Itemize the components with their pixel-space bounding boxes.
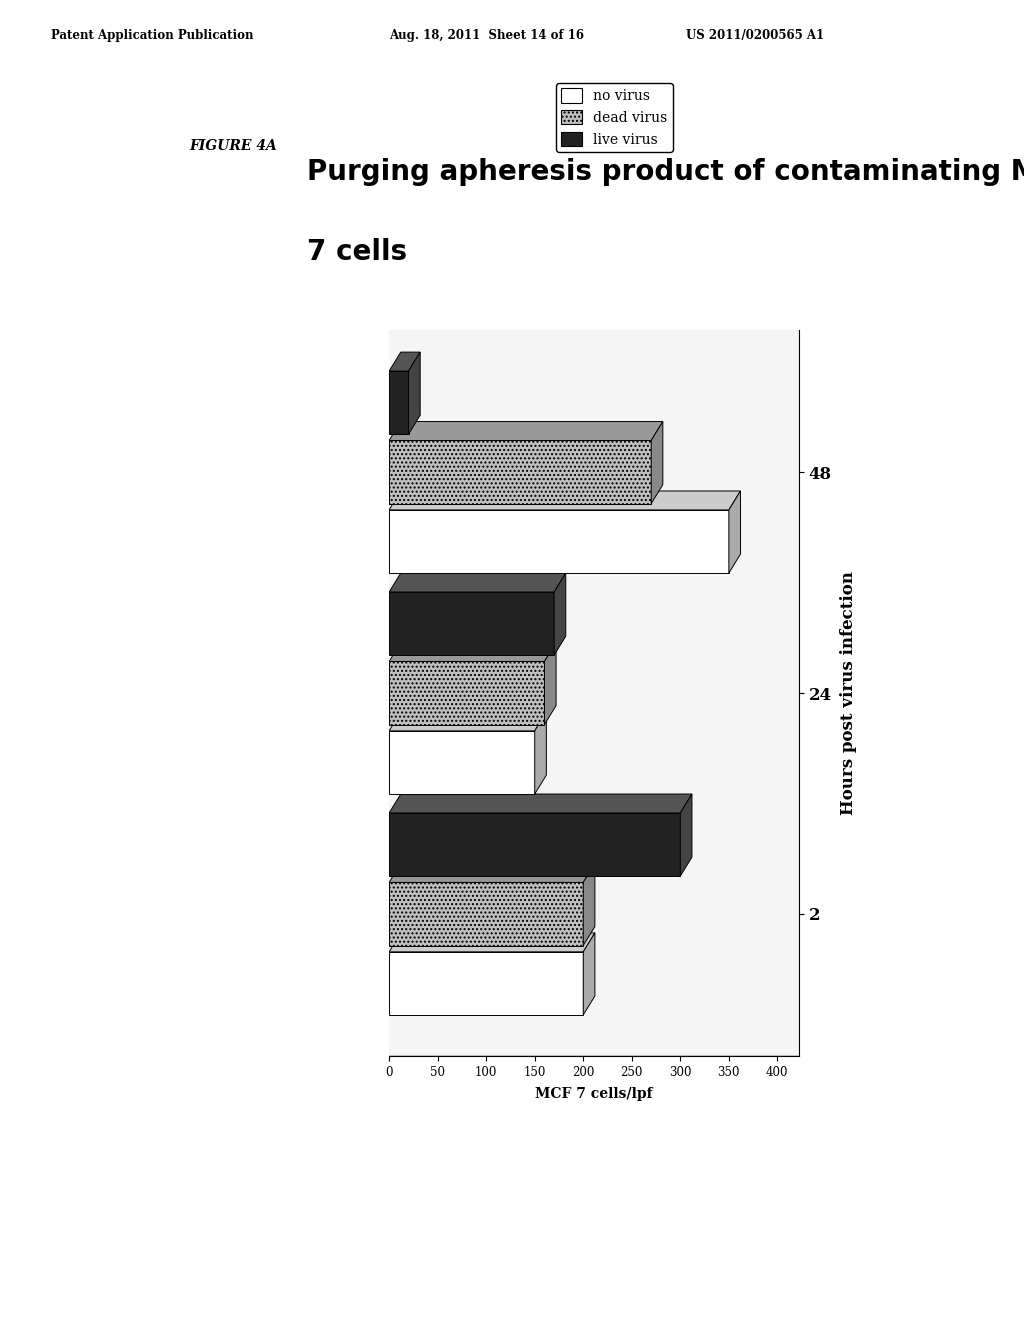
- Bar: [389, 731, 535, 795]
- Polygon shape: [389, 573, 566, 591]
- Text: 7 cells: 7 cells: [307, 238, 408, 265]
- Polygon shape: [389, 795, 692, 813]
- Polygon shape: [729, 491, 740, 573]
- Polygon shape: [389, 863, 595, 882]
- Polygon shape: [389, 711, 547, 731]
- Text: FIGURE 4A: FIGURE 4A: [189, 139, 278, 153]
- X-axis label: MCF 7 cells/lpf: MCF 7 cells/lpf: [536, 1088, 652, 1101]
- Polygon shape: [584, 933, 595, 1015]
- Polygon shape: [389, 933, 595, 952]
- Polygon shape: [680, 795, 692, 876]
- Bar: [389, 510, 729, 573]
- Bar: [389, 441, 651, 504]
- Text: US 2011/0200565 A1: US 2011/0200565 A1: [686, 29, 824, 42]
- Bar: [389, 952, 584, 1015]
- Bar: [389, 813, 680, 876]
- Polygon shape: [545, 643, 556, 725]
- Bar: [389, 591, 554, 655]
- Y-axis label: Hours post virus infection: Hours post virus infection: [840, 572, 857, 814]
- Bar: [389, 882, 584, 945]
- Bar: [389, 371, 409, 434]
- Polygon shape: [554, 573, 566, 655]
- Text: Purging apheresis product of contaminating MCF-: Purging apheresis product of contaminati…: [307, 158, 1024, 186]
- Polygon shape: [409, 352, 420, 434]
- Polygon shape: [389, 352, 420, 371]
- Legend: no virus, dead virus, live virus: no virus, dead virus, live virus: [556, 83, 673, 152]
- Bar: [389, 661, 545, 725]
- Text: Patent Application Publication: Patent Application Publication: [51, 29, 254, 42]
- Polygon shape: [389, 421, 663, 441]
- Polygon shape: [535, 711, 547, 795]
- Polygon shape: [584, 863, 595, 945]
- Text: Aug. 18, 2011  Sheet 14 of 16: Aug. 18, 2011 Sheet 14 of 16: [389, 29, 584, 42]
- Polygon shape: [389, 491, 740, 510]
- Polygon shape: [651, 421, 663, 504]
- Polygon shape: [389, 643, 556, 661]
